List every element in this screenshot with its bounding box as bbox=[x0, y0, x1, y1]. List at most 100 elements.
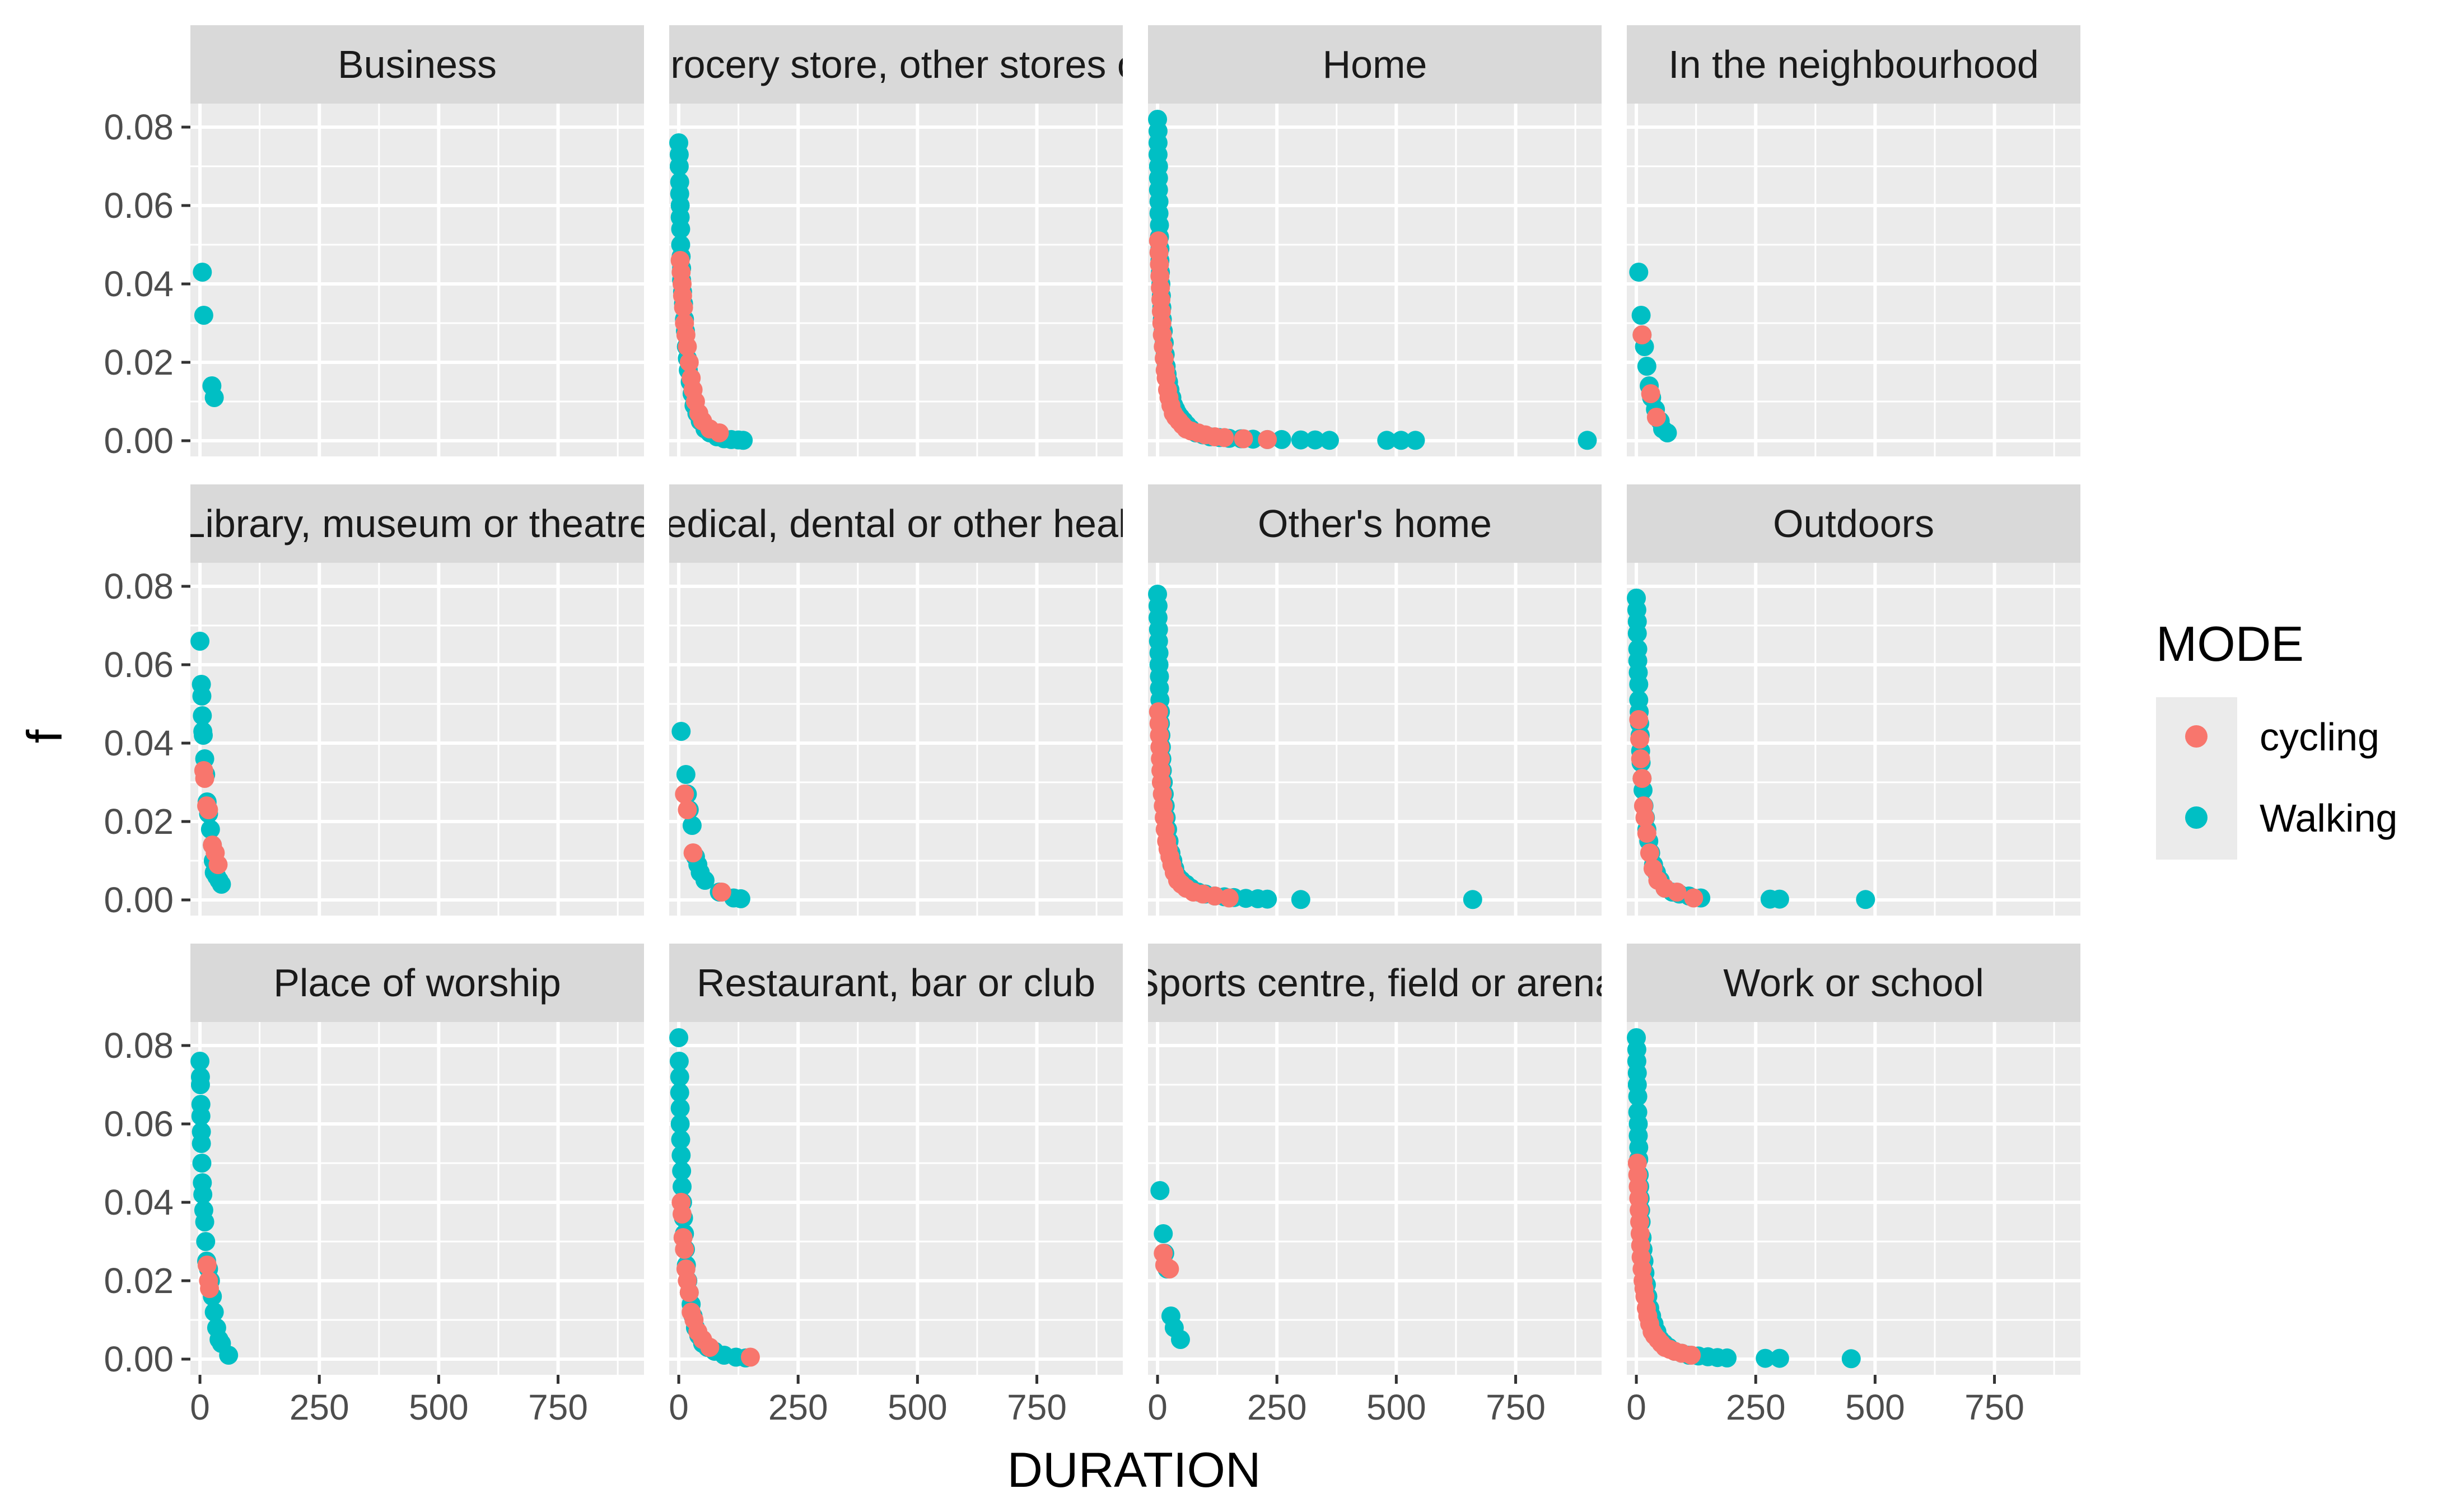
data-point-walking bbox=[195, 1212, 214, 1231]
data-point-cycling bbox=[1641, 384, 1660, 403]
facet-panel: Business 0.00 0.02 0.04 0.06 0.08 bbox=[104, 25, 644, 461]
data-point-walking bbox=[193, 263, 212, 282]
data-point-walking bbox=[1718, 1348, 1737, 1368]
data-point-walking bbox=[1628, 1087, 1648, 1106]
data-point-walking bbox=[1463, 890, 1482, 909]
data-point-walking bbox=[190, 1052, 210, 1071]
data-point-cycling bbox=[1215, 428, 1234, 447]
facet-panel: Outdoors bbox=[1627, 484, 2080, 916]
data-point-walking bbox=[669, 1052, 689, 1071]
legend-key-background bbox=[2156, 697, 2237, 860]
data-point-cycling bbox=[1632, 325, 1652, 344]
data-point-walking bbox=[1756, 1348, 1775, 1368]
facet-strip bbox=[1627, 25, 2080, 104]
facet-strip-label: Other's home bbox=[1258, 502, 1492, 545]
panel-background bbox=[1627, 1022, 2080, 1375]
legend-key-walking bbox=[2185, 806, 2208, 829]
data-point-walking bbox=[1154, 1224, 1173, 1243]
facet-strip-label: Restaurant, bar or club bbox=[697, 961, 1095, 1005]
data-point-cycling bbox=[678, 337, 697, 356]
x-tick-label: 250 bbox=[768, 1387, 828, 1427]
data-point-walking bbox=[1631, 306, 1651, 325]
data-point-walking bbox=[192, 1134, 211, 1153]
facet-panel: Sports centre, field or arena 0 250 500 750 bbox=[1133, 944, 1617, 1427]
y-tick-label: 0.08 bbox=[104, 107, 174, 147]
facet-panel: Home bbox=[1148, 25, 1602, 456]
facet-strip-label: Outdoors bbox=[1773, 502, 1934, 545]
data-point-cycling bbox=[1637, 824, 1656, 843]
data-point-walking bbox=[1841, 1349, 1861, 1369]
facet-strip-label: In the neighbourhood bbox=[1668, 43, 2039, 86]
data-point-walking bbox=[670, 1114, 690, 1133]
x-tick-label: 500 bbox=[888, 1387, 948, 1427]
data-point-walking bbox=[1272, 430, 1291, 449]
data-point-cycling bbox=[1640, 843, 1659, 862]
data-point-cycling bbox=[1205, 886, 1225, 906]
data-point-walking bbox=[1406, 431, 1425, 450]
facet-strip-label: Place of worship bbox=[273, 961, 561, 1005]
legend-label: Walking bbox=[2260, 796, 2397, 840]
panel-background bbox=[669, 563, 1123, 916]
data-point-walking bbox=[670, 1099, 690, 1118]
data-point-walking bbox=[731, 889, 750, 908]
panel-background bbox=[1148, 104, 1602, 456]
data-point-cycling bbox=[675, 785, 694, 804]
facet-panel: Other's home bbox=[1148, 484, 1602, 916]
facet-panel: In the neighbourhood bbox=[1627, 25, 2080, 456]
data-point-cycling bbox=[1160, 1259, 1179, 1278]
data-point-walking bbox=[682, 816, 702, 835]
y-tick-label: 0.02 bbox=[104, 342, 174, 382]
facet-strip-label: Grocery store, other stores or bbox=[640, 43, 1152, 86]
facet-strip-label: Medical, dental or other health bbox=[632, 502, 1160, 545]
x-tick-label: 0 bbox=[669, 1387, 689, 1427]
facet-strip bbox=[1148, 25, 1602, 104]
data-point-cycling bbox=[712, 883, 731, 902]
facet-strip-label: Business bbox=[338, 43, 497, 86]
data-point-walking bbox=[204, 1303, 224, 1322]
panel-background bbox=[1148, 1022, 1602, 1375]
y-tick-label: 0.02 bbox=[104, 801, 174, 842]
data-point-cycling bbox=[700, 1338, 720, 1357]
data-point-cycling bbox=[199, 800, 218, 819]
data-point-walking bbox=[212, 875, 231, 894]
data-point-walking bbox=[190, 1075, 210, 1094]
x-tick-label: 750 bbox=[1964, 1387, 2024, 1427]
y-tick-label: 0.04 bbox=[104, 1182, 174, 1222]
data-point-walking bbox=[695, 871, 715, 890]
panel-background bbox=[190, 104, 644, 456]
legend: MODE cycling Walking bbox=[2156, 616, 2397, 860]
data-point-cycling bbox=[1682, 1346, 1701, 1365]
legend-label: cycling bbox=[2260, 715, 2379, 759]
data-point-walking bbox=[194, 306, 213, 325]
y-tick-label: 0.06 bbox=[104, 645, 174, 685]
facet-strip bbox=[190, 944, 644, 1022]
y-axis-title: f bbox=[17, 729, 72, 743]
data-point-cycling bbox=[1632, 769, 1652, 788]
data-point-cycling bbox=[208, 855, 228, 874]
facet-panel: Medical, dental or other health bbox=[632, 484, 1160, 916]
data-point-walking bbox=[1291, 430, 1310, 450]
facet-strip bbox=[190, 25, 644, 104]
facet-strip bbox=[1627, 484, 2080, 563]
y-tick-label: 0.00 bbox=[104, 1339, 174, 1379]
y-tick-label: 0.06 bbox=[104, 1104, 174, 1144]
x-tick-label: 750 bbox=[1486, 1387, 1546, 1427]
x-tick-label: 250 bbox=[290, 1387, 349, 1427]
data-point-cycling bbox=[674, 298, 693, 317]
facet-strip-label: Sports centre, field or arena bbox=[1133, 961, 1617, 1005]
data-point-cycling bbox=[683, 843, 703, 862]
panel-background bbox=[190, 1022, 644, 1375]
panel-background bbox=[1627, 104, 2080, 456]
legend-title: MODE bbox=[2156, 616, 2304, 671]
y-tick-label: 0.06 bbox=[104, 185, 174, 226]
data-point-cycling bbox=[710, 423, 729, 442]
data-point-cycling bbox=[1630, 730, 1650, 749]
y-tick-label: 0.08 bbox=[104, 1025, 174, 1066]
panel-background bbox=[1627, 563, 2080, 916]
data-point-cycling bbox=[673, 1205, 692, 1224]
data-point-walking bbox=[1629, 263, 1649, 282]
facet-strip bbox=[1148, 484, 1602, 563]
data-point-walking bbox=[676, 765, 696, 784]
data-point-walking bbox=[1291, 890, 1310, 909]
data-point-walking bbox=[673, 1177, 692, 1196]
